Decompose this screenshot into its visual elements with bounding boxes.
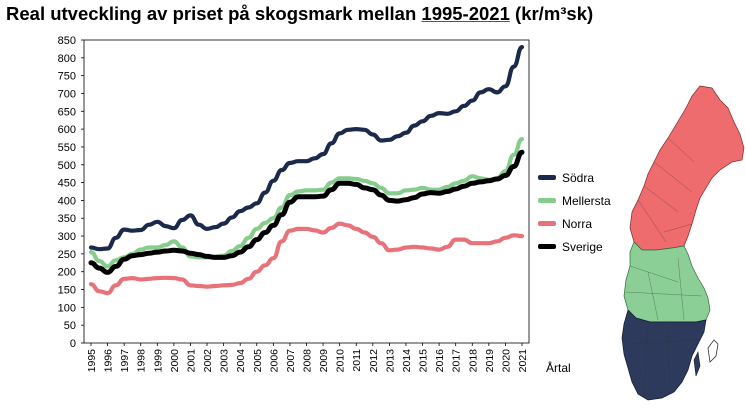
x-tick-label: 2019 [484, 349, 496, 373]
chart-axes: 0 50 100 150 200 250 300 350 400 450 500 550 600 650 7… [58, 35, 571, 375]
y-tick-label: 650 [58, 106, 76, 118]
legend-item: Södra [538, 166, 611, 189]
y-tick-label: 250 [58, 249, 76, 261]
legend-label: Sverige [562, 239, 603, 254]
x-tick-label: 2012 [368, 349, 380, 373]
series-line-sverige [88, 149, 525, 275]
x-tick-label: 2010 [335, 349, 347, 373]
x-tick-label: 2014 [401, 349, 413, 373]
x-tick-label: 2018 [467, 349, 479, 373]
x-tick-label: 2004 [235, 349, 247, 373]
y-tick-label: 300 [58, 231, 76, 243]
legend-swatch [538, 221, 556, 226]
x-axis-label: Årtal [546, 360, 571, 375]
series-line-sodra [88, 45, 525, 252]
y-tick-label: 600 [58, 124, 76, 136]
legend-label: Södra [562, 170, 595, 185]
chart-title-years: 1995-2021 [421, 3, 510, 24]
x-tick-label: 2016 [434, 349, 446, 373]
legend-label: Norra [562, 216, 593, 231]
legend-swatch [538, 175, 556, 180]
x-tick-label: 1997 [119, 349, 131, 373]
x-tick-label: 2006 [268, 349, 280, 373]
x-tick-label: 2002 [202, 349, 214, 373]
y-tick-label: 50 [64, 320, 76, 332]
chart-series [88, 45, 525, 296]
x-tick-label: 2007 [285, 349, 297, 373]
x-tick-label: 1995 [86, 349, 98, 373]
map-region-mellersta [623, 241, 711, 323]
x-tick-label: 2009 [318, 349, 330, 373]
x-tick-label: 2008 [302, 349, 314, 373]
x-tick-label: 2021 [517, 349, 529, 373]
x-tick-label: 2017 [451, 349, 463, 373]
legend-item: Mellersta [538, 189, 611, 212]
y-tick-label: 450 [58, 178, 76, 190]
series-line-norra [88, 221, 525, 296]
legend-item: Sverige [538, 235, 611, 258]
map-region-sodra [621, 309, 707, 401]
map-island-oland [693, 351, 701, 377]
map-county-borders [625, 137, 703, 399]
y-tick-label: 750 [58, 71, 76, 83]
x-tick-label: 2005 [252, 349, 264, 373]
y-tick-label: 500 [58, 160, 76, 172]
y-tick-label: 400 [58, 195, 76, 207]
legend-swatch [538, 244, 556, 249]
map-island-gotland [707, 339, 719, 363]
y-tick-label: 550 [58, 142, 76, 154]
y-tick-label: 850 [58, 35, 76, 47]
y-tick-label: 150 [58, 285, 76, 297]
x-tick-label: 1999 [152, 349, 164, 373]
legend: Södra Mellersta Norra Sverige [538, 166, 611, 258]
x-tick-label: 2015 [418, 349, 430, 373]
legend-swatch [538, 198, 556, 203]
x-tick-label: 1996 [103, 349, 115, 373]
x-tick-label: 2020 [500, 349, 512, 373]
sweden-region-map [621, 85, 745, 401]
x-tick-label: 2001 [185, 349, 197, 373]
chart-title-suffix: (kr/m³sk) [509, 3, 594, 24]
chart-title-prefix: Real utveckling av priset på skogsmark m… [6, 3, 422, 24]
y-tick-label: 800 [58, 53, 76, 65]
x-tick-label: 1998 [136, 349, 148, 373]
x-tick-label: 2003 [219, 349, 231, 373]
y-tick-label: 700 [58, 88, 76, 100]
y-tick-label: 100 [58, 302, 76, 314]
legend-item: Norra [538, 212, 611, 235]
y-tick-label: 0 [70, 338, 76, 350]
legend-label: Mellersta [562, 193, 611, 208]
chart-title: Real utveckling av priset på skogsmark m… [6, 3, 593, 25]
y-tick-label: 200 [58, 267, 76, 279]
y-tick-label: 350 [58, 213, 76, 225]
x-tick-label: 2011 [351, 349, 363, 372]
x-tick-label: 2013 [384, 349, 396, 373]
series-line-mellersta [88, 137, 525, 269]
x-tick-label: 2000 [169, 349, 181, 373]
